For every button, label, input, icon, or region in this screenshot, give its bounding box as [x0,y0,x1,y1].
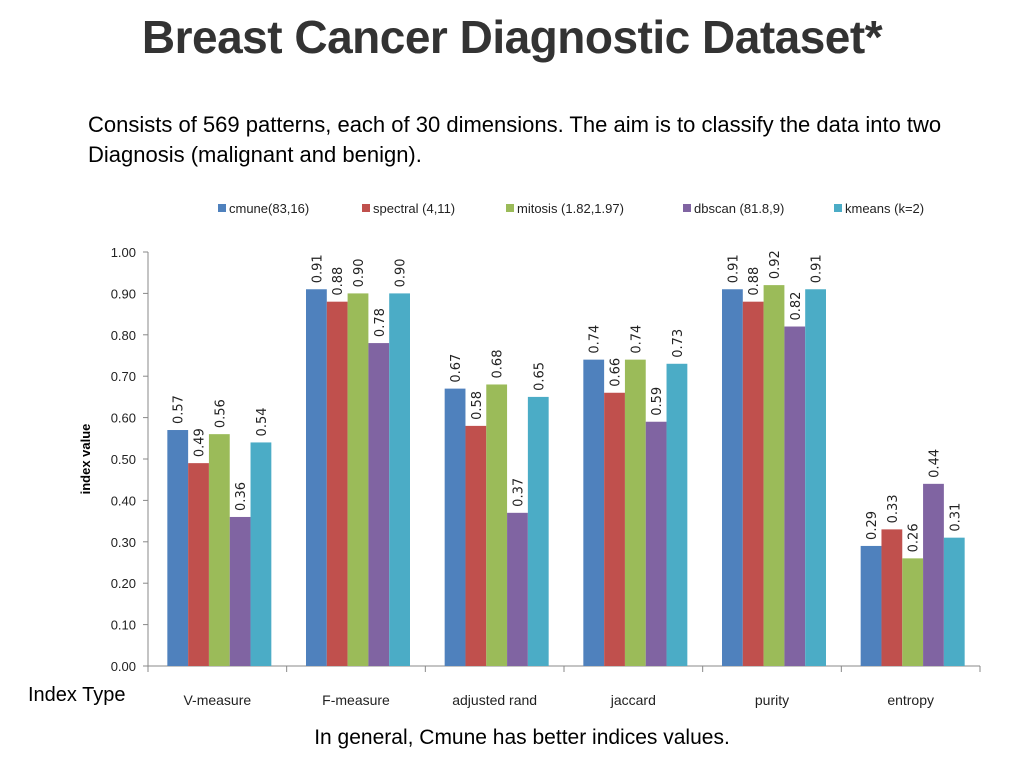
bar [583,359,605,666]
y-tick-label: 0.70 [111,369,136,384]
bar [444,388,466,666]
data-label: 0.90 [394,258,409,287]
data-label: 0.59 [650,387,665,416]
axes: 0.00 0.10 0.20 0.30 0.40 0.50 0.60 0.70 0.80 0.90… [78,245,981,708]
y-tick-label: 0.20 [111,576,136,591]
data-label: 0.78 [373,308,388,337]
data-label: 0.92 [768,250,783,279]
bars [167,285,965,666]
bar [666,363,688,666]
data-label: 0.57 [172,395,187,424]
data-label: 0.49 [193,428,208,457]
bar [860,545,882,666]
x-tick-label: V-measure [183,692,251,708]
data-label: 0.88 [331,267,346,296]
legend: cmune(83,16) spectral (4,11) mitosis (1.82… [218,201,924,216]
bar [389,293,410,666]
y-tick-label: 0.10 [111,618,136,633]
data-label: 0.36 [234,482,249,511]
bar [645,421,667,666]
data-label: 0.91 [726,254,741,283]
bar [902,558,924,666]
bar [486,384,508,666]
data-label: 0.88 [747,267,762,296]
bar [306,289,327,666]
legend-label: cmune(83,16) [229,201,309,216]
legend-swatch [362,204,370,212]
data-label: 0.56 [213,399,228,428]
bar [604,392,625,666]
x-tick-label: entropy [887,692,934,708]
x-tick-label: adjusted rand [452,692,537,708]
legend-label: kmeans (k=2) [845,201,924,216]
bar [624,359,646,666]
x-axis-caption: Index Type [28,684,126,706]
dataset-description: Consists of 569 patterns, each of 30 dim… [88,112,942,167]
x-tick-label: jaccard [610,692,656,708]
x-tick-label: F-measure [322,692,390,708]
y-tick-label: 0.40 [111,493,136,508]
legend-label: spectral (4,11) [373,201,455,216]
data-label: 0.29 [865,511,880,540]
bar [923,483,944,666]
bar [943,537,965,666]
y-tick-label: 0.90 [111,286,136,301]
y-tick-label: 0.00 [111,659,136,674]
data-label: 0.37 [511,478,526,507]
bar [742,301,764,666]
bar [368,343,390,666]
legend-label: dbscan (81.8,9) [694,201,784,216]
legend-swatch [218,204,226,212]
data-label: 0.74 [629,325,644,354]
conclusion-text: In general, Cmune has better indices val… [314,726,730,749]
bar [527,396,549,666]
y-tick-label: 1.00 [111,245,136,260]
data-label: 0.44 [927,449,942,478]
bar [507,512,528,666]
legend-swatch [506,204,514,212]
bar [805,289,826,666]
data-label: 0.91 [810,254,825,283]
data-label: 0.33 [886,494,901,523]
y-tick-label: 0.80 [111,328,136,343]
data-label: 0.68 [491,350,506,379]
legend-swatch [683,204,691,212]
data-label: 0.82 [789,292,804,321]
data-label: 0.73 [671,329,686,358]
bar [465,425,487,666]
data-label: 0.74 [588,325,603,354]
data-label: 0.31 [948,503,963,532]
y-tick-label: 0.60 [111,411,136,426]
bar [167,430,189,666]
data-label: 0.58 [470,391,485,420]
y-tick-label: 0.30 [111,535,136,550]
y-tick-label: 0.50 [111,452,136,467]
data-labels: 0.57 0.91 0.67 0.74 0.91 0.29 0.49 0.88 0.58 0.66… [172,250,964,552]
data-label: 0.54 [255,407,270,436]
data-label: 0.91 [310,254,325,283]
bar [326,301,348,666]
legend-swatch [834,204,842,212]
bar [763,285,785,666]
slide-title: Breast Cancer Diagnostic Dataset* [141,11,883,63]
bar [881,529,903,666]
bar [188,463,209,666]
data-label: 0.66 [609,358,624,387]
data-label: 0.90 [352,258,367,287]
bar [208,434,230,666]
bar [784,326,806,666]
y-axis-title: index value [78,424,93,495]
data-label: 0.26 [907,523,922,552]
legend-label: mitosis (1.82,1.97) [517,201,624,216]
data-label: 0.67 [449,354,464,383]
bar [347,293,369,666]
data-label: 0.65 [532,362,547,391]
x-tick-label: purity [755,692,789,708]
bar [250,442,272,666]
bar [229,516,251,666]
bar [722,289,743,666]
